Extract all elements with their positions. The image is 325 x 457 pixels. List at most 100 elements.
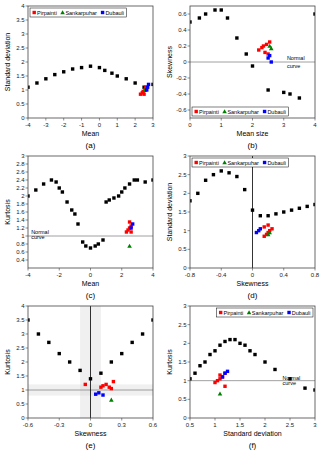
plot-frame [28, 156, 153, 268]
y-tick-label: 3.5 [16, 17, 25, 23]
point [263, 225, 266, 228]
point [223, 385, 226, 388]
point [131, 222, 134, 225]
x-axis-label: Mean [82, 280, 100, 287]
point [37, 332, 40, 335]
y-tick [26, 212, 29, 213]
panel: 01234-0.6-0.4-0.200.20.40.6NormalcurveMe… [166, 6, 317, 150]
x-tick [283, 268, 284, 271]
legend-label: Sankarpuhar [227, 160, 259, 166]
y-tick [26, 334, 29, 335]
point [109, 398, 114, 402]
y-tick [26, 172, 29, 173]
point [263, 360, 266, 363]
point [208, 353, 211, 356]
y-tick-label: -0.2 [176, 75, 187, 81]
panel: -4-3-2-1012300.511.522.533.54MeanStandar… [4, 3, 155, 150]
point [58, 186, 61, 189]
y-tick-label: 0.5 [178, 396, 187, 402]
point [62, 70, 65, 73]
point [58, 352, 61, 355]
point [257, 48, 260, 51]
x-tick-label: 4 [313, 122, 317, 128]
x-tick [153, 418, 154, 421]
x-axis-label: Standard deviation [223, 430, 281, 437]
point [204, 179, 207, 182]
y-tick-label: 1.5 [16, 373, 25, 379]
point [128, 220, 131, 223]
plot-frame [28, 6, 153, 118]
point [221, 375, 224, 378]
y-tick-label: 1.5 [16, 73, 25, 79]
series [94, 391, 105, 397]
point [233, 338, 236, 341]
annotation: curve [283, 380, 296, 386]
x-tick-label: 0.4 [280, 272, 289, 278]
x-tick-label: 3 [151, 122, 155, 128]
x-tick [252, 268, 253, 271]
y-tick [188, 306, 191, 307]
plot-background [28, 156, 153, 268]
point [193, 372, 196, 375]
point [61, 190, 64, 193]
plot-area [190, 338, 315, 396]
x-tick [135, 118, 136, 121]
point [133, 81, 136, 84]
point [238, 342, 241, 345]
plot-background [190, 306, 315, 418]
point [73, 212, 76, 215]
legend-label: Pirpainti [37, 10, 57, 16]
point [104, 383, 107, 386]
legend-marker [263, 110, 266, 113]
point [196, 192, 199, 195]
point [89, 65, 92, 68]
point [120, 352, 123, 355]
x-tick [315, 418, 316, 421]
x-tick-label: 0.6 [149, 422, 158, 428]
point [298, 96, 301, 99]
panel: -4-20240.40.60.811.21.41.61.822.22.42.62… [4, 153, 155, 300]
y-axis-label: Kurtosis [166, 349, 173, 375]
point [50, 178, 53, 181]
x-tick-label: 2 [120, 272, 124, 278]
series [129, 222, 134, 229]
point [142, 93, 145, 96]
y-tick-label: 0.6 [16, 249, 25, 255]
x-tick-label: 0.5 [186, 422, 195, 428]
point [80, 66, 83, 69]
y-tick [188, 46, 191, 47]
y-tick [26, 204, 29, 205]
y-tick [188, 62, 191, 63]
y-tick-label: 2 [183, 190, 187, 196]
panel: -0.8-0.400.40.800.511.522.53SkewnessStan… [166, 153, 320, 300]
point [65, 200, 68, 203]
point [71, 67, 74, 70]
y-tick-label: 0.5 [16, 101, 25, 107]
point [220, 8, 223, 11]
y-tick-label: 1.4 [16, 217, 25, 223]
legend-marker [222, 160, 227, 164]
y-tick-label: 2 [183, 340, 187, 346]
point [221, 375, 224, 378]
x-tick [117, 118, 118, 121]
point [198, 16, 201, 19]
legend-label: Sankarpuhar [227, 109, 259, 115]
point [54, 180, 57, 183]
series [266, 230, 272, 236]
legend-label: Sankarpuhar [252, 310, 284, 316]
y-tick [26, 418, 29, 419]
y-tick [26, 228, 29, 229]
point [228, 338, 231, 341]
plot-area [28, 306, 153, 418]
y-tick-label: 0 [183, 415, 187, 421]
y-tick-label: -0.6 [176, 107, 187, 113]
y-axis-label: Skewness [166, 46, 173, 78]
point [290, 208, 293, 211]
y-tick [26, 62, 29, 63]
x-tick [99, 118, 100, 121]
legend-frame [216, 308, 313, 317]
x-tick-label: 1 [220, 122, 224, 128]
y-tick [26, 236, 29, 237]
point [218, 391, 223, 395]
legend-label: Pirpainti [223, 310, 243, 316]
